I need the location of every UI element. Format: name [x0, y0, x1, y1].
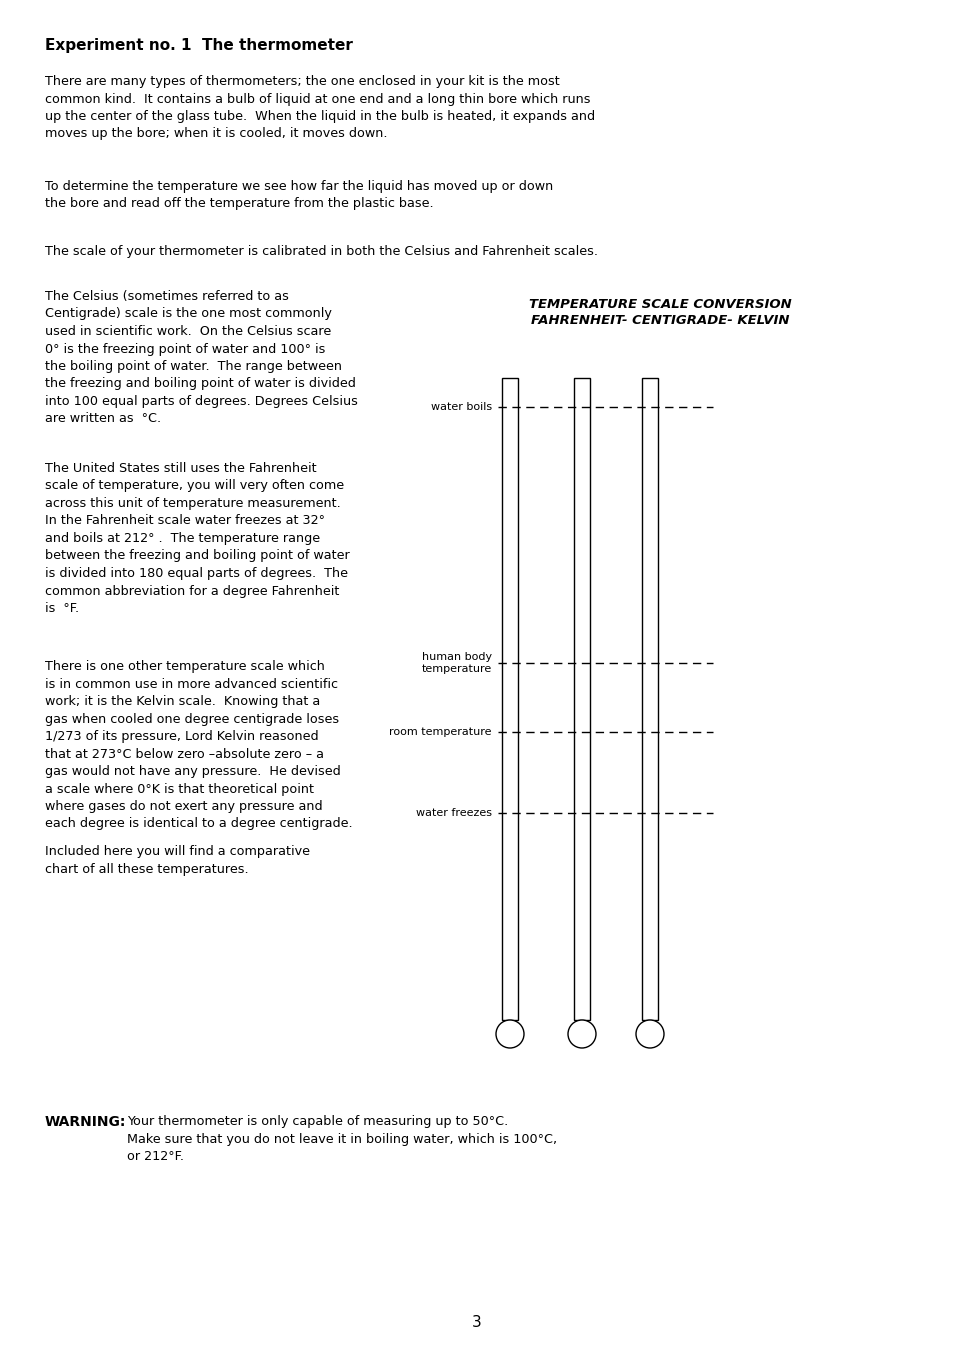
Text: To determine the temperature we see how far the liquid has moved up or down
the : To determine the temperature we see how … [45, 179, 553, 211]
Circle shape [636, 1021, 663, 1048]
Circle shape [567, 1021, 596, 1048]
Text: The scale of your thermometer is calibrated in both the Celsius and Fahrenheit s: The scale of your thermometer is calibra… [45, 245, 598, 258]
Text: WARNING:: WARNING: [45, 1114, 126, 1129]
Bar [501, 378, 517, 1021]
Text: Experiment no. 1  The thermometer: Experiment no. 1 The thermometer [45, 38, 353, 53]
Text: The United States still uses the Fahrenheit
scale of temperature, you will very : The United States still uses the Fahrenh… [45, 462, 350, 616]
Bar [574, 378, 589, 1021]
Text: water freezes: water freezes [416, 807, 492, 818]
Text: Your thermometer is only capable of measuring up to 50°C.
Make sure that you do : Your thermometer is only capable of meas… [127, 1114, 557, 1163]
Text: There is one other temperature scale which
is in common use in more advanced sci: There is one other temperature scale whi… [45, 660, 353, 830]
Text: water boils: water boils [431, 402, 492, 412]
Text: TEMPERATURE SCALE CONVERSION: TEMPERATURE SCALE CONVERSION [528, 298, 791, 311]
Bar [641, 378, 658, 1021]
Circle shape [496, 1021, 523, 1048]
Text: The Celsius (sometimes referred to as
Centigrade) scale is the one most commonly: The Celsius (sometimes referred to as Ce… [45, 289, 357, 425]
Text: FAHRENHEIT- CENTIGRADE- KELVIN: FAHRENHEIT- CENTIGRADE- KELVIN [530, 314, 788, 328]
Text: room temperature: room temperature [389, 727, 492, 737]
Text: human body
temperature: human body temperature [421, 652, 492, 674]
Text: 3: 3 [472, 1316, 481, 1330]
Text: Included here you will find a comparative
chart of all these temperatures.: Included here you will find a comparativ… [45, 845, 310, 875]
Text: There are many types of thermometers; the one enclosed in your kit is the most
c: There are many types of thermometers; th… [45, 75, 595, 140]
